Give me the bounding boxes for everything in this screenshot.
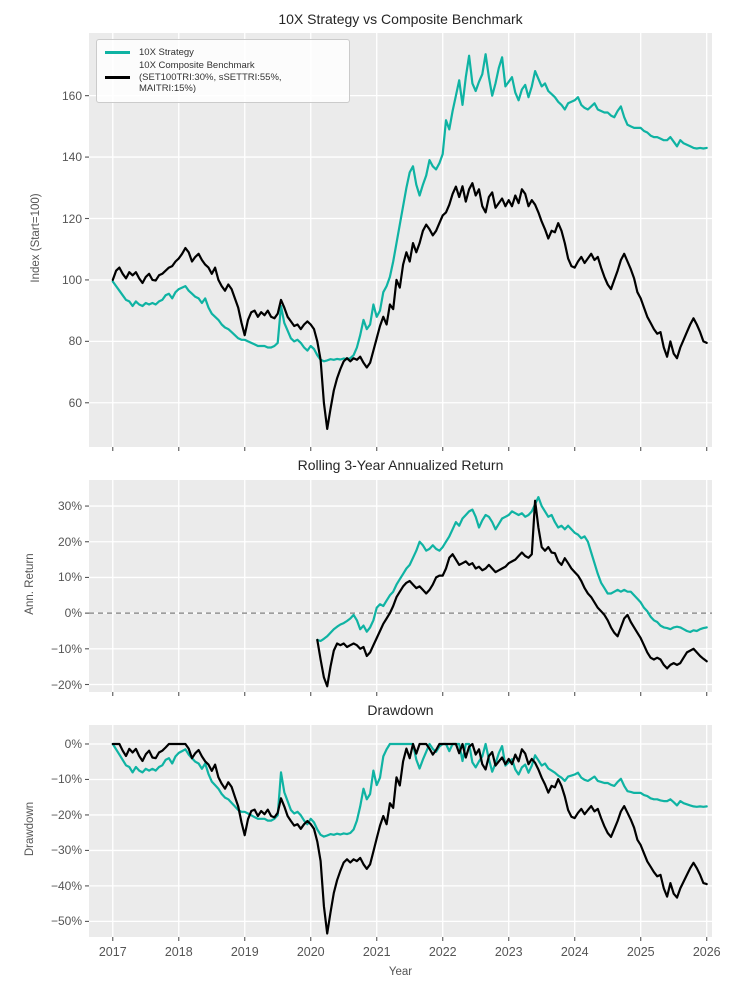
rolling-return-series-10x-composite-benchmark [316, 499, 708, 688]
x-tick-label-2022: 2022 [428, 945, 457, 959]
chart-title-index: 10X Strategy vs Composite Benchmark [278, 11, 523, 27]
rolling-return-ytick-label: −10% [50, 641, 82, 656]
y-axis-label-drawdown: Drawdown [24, 801, 36, 857]
x-tick-label-2024: 2024 [560, 945, 589, 959]
drawdown-ytick-label: −50% [50, 914, 82, 929]
x-axis-label: Year [388, 966, 413, 978]
rolling-return-ytick-label: −20% [50, 677, 82, 692]
x-tick-label-2021: 2021 [362, 945, 391, 959]
index-ytick-label: 120 [61, 211, 82, 226]
x-tick-label-2017: 2017 [98, 945, 127, 959]
chart-title-rolling-return: Rolling 3-Year Annualized Return [297, 457, 504, 473]
rolling-return-ytick-label: 30% [57, 499, 82, 514]
drawdown-series-10x-composite-benchmark [111, 742, 708, 935]
index-ytick-label: 60 [68, 395, 82, 410]
legend-label-benchmark-line2: (SET100TRI:30%, sSETTRI:55%, MAITRI:15%) [139, 71, 282, 95]
legend-label-benchmark-line1: 10X Composite Benchmark [139, 60, 255, 72]
index-series-10x-composite-benchmark [111, 182, 708, 430]
drawdown-series-10x-strategy [111, 742, 708, 838]
legend-line-strategy-swatch [105, 51, 130, 55]
index-series-10x-strategy [111, 53, 708, 363]
drawdown-ytick-label: 0% [64, 736, 82, 751]
drawdown-ytick-label: −30% [50, 843, 82, 858]
legend: 10X Strategy 10X Composite Benchmark (SE… [96, 39, 350, 103]
index-ytick-label: 160 [61, 88, 82, 103]
legend-label-benchmark: 10X Composite Benchmark (SET100TRI:30%, … [139, 60, 341, 94]
legend-line-benchmark-swatch [105, 75, 130, 79]
y-axis-label-index: Index (Start=100) [30, 193, 42, 283]
index-ytick-label: 140 [61, 150, 82, 165]
drawdown-plot-area [89, 725, 712, 937]
chart-title-drawdown: Drawdown [367, 702, 434, 718]
legend-label-strategy: 10X Strategy [139, 47, 194, 58]
rolling-return-series-10x-strategy [316, 496, 708, 643]
drawdown-ytick-label: −20% [50, 807, 82, 822]
x-tick-label-2026: 2026 [692, 945, 721, 959]
x-tick-label-2020: 2020 [296, 945, 325, 959]
legend-item-strategy: 10X Strategy [105, 47, 341, 58]
legend-item-benchmark: 10X Composite Benchmark (SET100TRI:30%, … [105, 60, 341, 94]
x-tick-label-2025: 2025 [626, 945, 655, 959]
rolling-return-plot-area [89, 480, 712, 692]
rolling-return-ytick-label: 0% [64, 606, 82, 621]
x-tick-label-2023: 2023 [494, 945, 523, 959]
x-tick-label-2018: 2018 [164, 945, 193, 959]
index-ytick-label: 80 [68, 334, 82, 349]
rolling-return-ytick-label: 20% [57, 534, 82, 549]
drawdown-ytick-label: −40% [50, 878, 82, 893]
index-ytick-label: 100 [61, 272, 82, 287]
drawdown-ytick-label: −10% [50, 772, 82, 787]
rolling-return-ytick-label: 10% [57, 570, 82, 585]
x-tick-label-2019: 2019 [230, 945, 259, 959]
